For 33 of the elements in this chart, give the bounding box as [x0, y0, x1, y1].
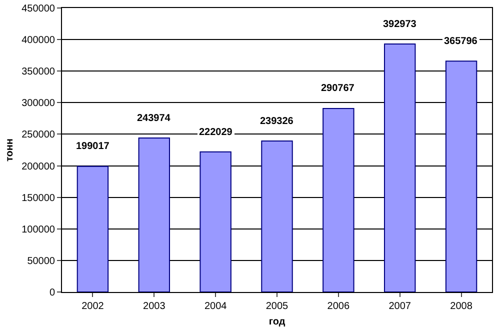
x-tick-label: 2006 — [327, 301, 350, 312]
x-tick-label: 2008 — [450, 301, 473, 312]
y-tick-label: 50000 — [27, 256, 56, 267]
bar — [261, 140, 293, 292]
y-tick-label: 150000 — [22, 192, 56, 204]
bar — [445, 60, 478, 292]
data-label: 392973 — [383, 19, 417, 30]
bar — [138, 138, 170, 292]
y-tick-label: 450000 — [22, 4, 56, 14]
x-tick-label: 2002 — [82, 301, 104, 312]
y-tick-label: 100000 — [22, 224, 56, 236]
y-tick-label: 250000 — [22, 130, 56, 141]
x-tick-label: 2004 — [204, 301, 228, 312]
data-label: 199017 — [76, 141, 110, 152]
bar — [76, 166, 109, 292]
y-tick-label: 400000 — [22, 35, 56, 46]
y-axis-title: тонн — [4, 138, 16, 162]
x-tick-label: 2005 — [266, 301, 289, 312]
y-tick-label: 350000 — [22, 66, 56, 78]
x-tick-label: 2007 — [388, 301, 412, 312]
x-tick-label: 2003 — [143, 301, 166, 312]
bar — [384, 43, 416, 292]
data-label: 243974 — [137, 113, 171, 124]
y-tick-label: 300000 — [22, 98, 56, 110]
bar — [200, 151, 232, 292]
data-label: 239326 — [260, 116, 294, 127]
data-label: 365796 — [444, 36, 478, 47]
y-tick-label: 200000 — [22, 161, 56, 172]
data-label: 290767 — [321, 83, 355, 94]
y-tick-label: 0 — [49, 288, 56, 298]
bar — [322, 108, 354, 292]
data-label: 222029 — [199, 127, 233, 138]
x-axis-title: год — [268, 316, 286, 328]
